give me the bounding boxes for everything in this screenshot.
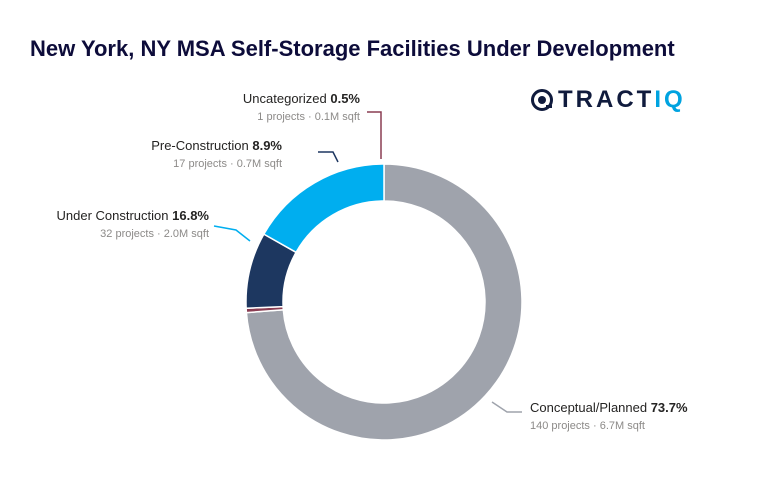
label-percent: 8.9% [252,138,282,153]
label-name: Conceptual/Planned [530,400,651,415]
tractiq-logo: TRACTIQ [530,86,686,114]
label-percent: 0.5% [330,91,360,106]
logo-text-accent: IQ [654,86,686,113]
leader-line-uncategorized [367,111,382,159]
label-under-construction: Under Construction 16.8% [57,208,210,223]
detail-conceptual-planned: 140 projects · 6.7M sqft [530,420,645,432]
tractiq-logo-text: TRACTIQ [558,86,686,114]
label-percent: 73.7% [651,400,688,415]
detail-pre-construction: 17 projects · 0.7M sqft [173,158,282,170]
leader-line-pre-construction [318,151,339,163]
label-name: Pre-Construction [151,138,252,153]
detail-uncategorized: 1 projects · 0.1M sqft [257,111,360,123]
label-uncategorized: Uncategorized 0.5% [243,91,361,106]
logo-text-main: TRACT [558,86,655,113]
label-name: Under Construction [57,208,173,223]
label-conceptual-planned: Conceptual/Planned 73.7% [530,400,688,415]
detail-under-construction: 32 projects · 2.0M sqft [100,228,209,240]
slice-conceptual-planned[interactable] [245,163,523,441]
label-pre-construction: Pre-Construction 8.9% [151,138,282,153]
label-name: Uncategorized [243,91,330,106]
leader-line-under-construction [213,225,251,242]
label-percent: 16.8% [172,208,209,223]
slice-under-construction[interactable] [262,163,385,254]
tractiq-logo-icon [531,89,553,111]
chart-title: New York, NY MSA Self-Storage Facilities… [30,36,675,61]
leader-line-conceptual-planned [491,401,522,413]
